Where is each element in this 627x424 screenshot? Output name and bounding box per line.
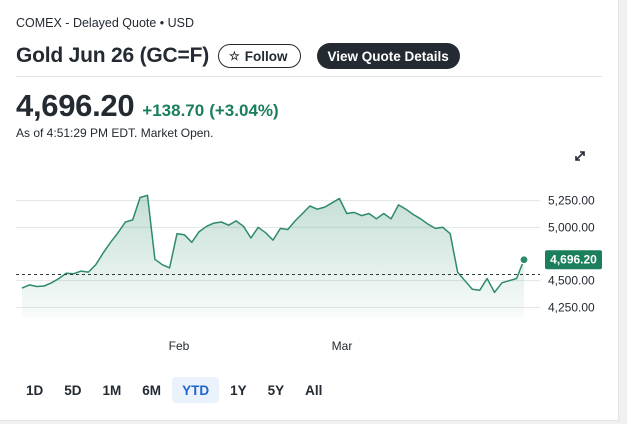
last-price-tag [545,250,602,270]
as-of-timestamp: As of 4:51:29 PM EDT. Market Open. [16,126,214,140]
expand-icon[interactable] [572,148,588,164]
page-title: Gold Jun 26 (GC=F) [16,44,209,67]
price-chart[interactable]: 4,250.00 4,500.00 5,000.00 5,250.00 4,696.20… [0,178,618,370]
price-row: 4,696.20 +138.70 (+3.04%) [16,88,279,124]
y-tick-label: 4,500.00 [548,274,595,288]
last-price-marker [519,255,529,265]
range-tab-5y[interactable]: 5Y [267,382,285,398]
current-price: 4,696.20 [16,88,135,123]
range-tab-5d[interactable]: 5D [64,382,82,398]
follow-label: Follow [244,48,288,64]
y-tick-label: 4,250.00 [548,300,595,314]
divider [16,76,602,77]
range-tab-1m[interactable]: 1M [102,382,122,398]
range-selector: 1D 5D 1M 6M YTD 1Y 5Y All [16,377,333,403]
range-tab-1d[interactable]: 1D [26,382,44,398]
x-tick-label: Feb [169,339,190,353]
last-price-tag-label: 4,696.20 [550,253,597,267]
range-tab-ytd[interactable]: YTD [172,377,220,403]
price-change-percent: (+3.04%) [209,101,279,120]
range-tab-6m[interactable]: 6M [142,382,162,398]
title-row: Gold Jun 26 (GC=F) ☆ Follow View Quote D… [16,40,460,72]
star-icon: ☆ [229,49,240,63]
follow-button[interactable]: ☆ Follow [218,44,301,68]
range-tab-1y[interactable]: 1Y [230,382,247,398]
price-area [22,195,524,318]
y-tick-label: 5,000.00 [548,220,595,234]
exchange-info: COMEX - Delayed Quote • USD [16,16,195,30]
range-tab-all[interactable]: All [305,382,323,398]
price-line [21,194,525,294]
view-quote-details-button[interactable]: View Quote Details [316,43,460,69]
x-tick-label: Mar [332,339,353,353]
y-tick-label: 5,250.00 [548,194,595,208]
price-change: +138.70 [142,101,205,120]
